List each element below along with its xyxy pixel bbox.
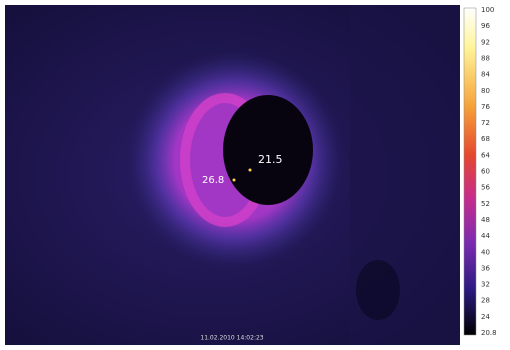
scale-label: 92 [481,38,490,46]
scale-label: 72 [481,119,490,127]
color-scale [463,7,477,336]
scale-label: 56 [481,184,490,192]
scale-label: 28 [481,297,490,305]
scale-label: 60 [481,168,490,176]
scale-label: 40 [481,248,490,256]
scale-label: 52 [481,200,490,208]
scale-label: 88 [481,54,490,62]
spot-marker [232,178,236,182]
spot-marker [248,168,252,172]
scale-label: 32 [481,281,490,289]
scale-label: 24 [481,313,490,321]
spot-reading: 21.5 [258,153,283,166]
cold-spot [223,95,313,205]
scale-label: 20.8 [481,329,497,337]
scale-label: 36 [481,264,490,272]
scale-label: 44 [481,232,490,240]
scale-labels: 100 96 92 88 84 80 76 72 68 64 60 56 52 48 44 40 36 32 28 2… [481,6,497,337]
scale-label: 80 [481,87,490,95]
scale-label: 100 [481,6,494,14]
scale-label: 76 [481,103,490,111]
timestamp: 11.02.2010 14:02:23 [200,335,263,342]
spot-reading: 26.8 [202,175,224,186]
scale-label: 96 [481,22,490,30]
scale-label: 48 [481,216,490,224]
scale-label: 84 [481,71,490,79]
scale-label: 64 [481,151,490,159]
scale-label: 68 [481,135,490,143]
dark-patch [356,260,400,320]
